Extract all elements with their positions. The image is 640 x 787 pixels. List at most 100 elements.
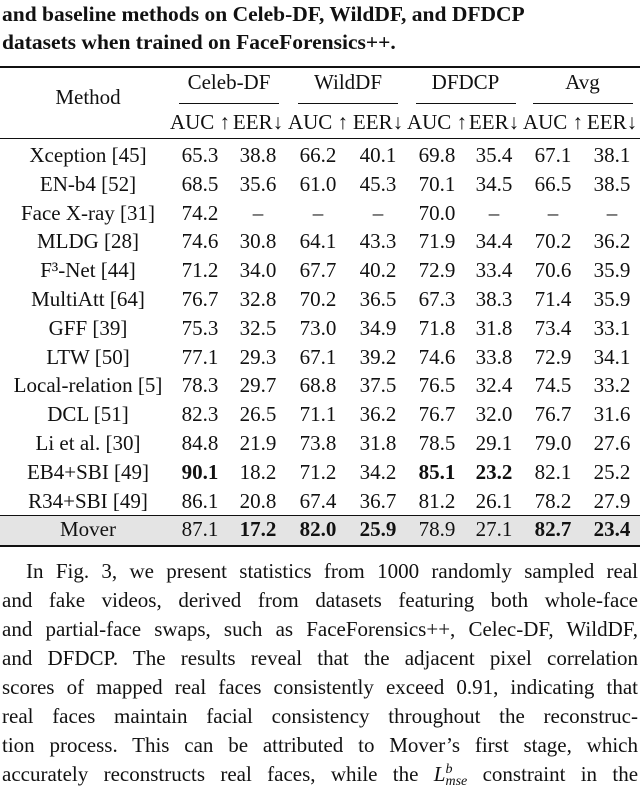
- value-cell: 73.4: [534, 315, 572, 340]
- value-cell: 38.3: [475, 287, 513, 311]
- value-cell: 26.5: [239, 402, 277, 427]
- method-cell: Face X-ray [31]: [20, 200, 156, 225]
- method-cell: R34+SBI [49]: [28, 488, 148, 513]
- value-cell: 69.8: [418, 143, 456, 167]
- method-cell: F³-Net [44]: [40, 258, 136, 283]
- value-cell: –: [312, 200, 324, 225]
- value-cell: 76.5: [418, 373, 456, 398]
- math-sub: mse: [445, 774, 468, 787]
- paragraph-line: real faces maintain facial consistency t…: [2, 704, 638, 728]
- value-cell: 45.3: [359, 171, 397, 196]
- method-cell: GFF [39]: [48, 315, 128, 340]
- value-cell: 37.5: [359, 373, 397, 398]
- value-cell: 27.9: [593, 488, 631, 513]
- value-cell: 78.2: [534, 488, 572, 513]
- value-cell: 35.9: [593, 287, 631, 311]
- metric-header: EER↓: [232, 110, 284, 134]
- metric-header: AUC ↑: [287, 110, 349, 134]
- value-cell: 34.9: [359, 315, 397, 340]
- paragraph-line: and DFDCP. The results reveal that the a…: [2, 646, 638, 670]
- metric-header: EER↓: [352, 110, 404, 134]
- value-cell: 78.9: [418, 517, 456, 542]
- value-cell: 18.2: [239, 459, 277, 484]
- value-cell: 72.9: [418, 258, 456, 283]
- value-cell: 79.0: [534, 431, 572, 455]
- value-cell: 73.0: [299, 315, 337, 340]
- value-cell: 85.1: [418, 459, 456, 484]
- value-cell: 70.0: [418, 200, 456, 225]
- paragraph-line: tion process. This can be attributed to …: [2, 733, 638, 757]
- value-cell: 32.4: [475, 373, 513, 398]
- value-cell: 81.2: [418, 488, 456, 513]
- mid-rule: [0, 515, 640, 517]
- bottom-rule: [0, 545, 640, 547]
- value-cell: 30.8: [239, 229, 277, 254]
- value-cell: 66.2: [299, 143, 337, 167]
- highlight-row: [0, 516, 640, 546]
- method-cell: LTW [50]: [46, 344, 130, 369]
- metric-header: AUC ↑: [169, 110, 231, 134]
- value-cell: 67.3: [418, 287, 456, 311]
- value-cell: 43.3: [359, 229, 397, 254]
- value-cell: 70.2: [299, 287, 337, 311]
- value-cell: –: [372, 200, 384, 225]
- value-cell: 74.6: [181, 229, 219, 254]
- value-cell: 31.6: [593, 402, 631, 427]
- value-cell: 76.7: [534, 402, 572, 427]
- math-sup: b: [445, 762, 453, 777]
- value-cell: 29.7: [239, 373, 277, 398]
- value-cell: 78.3: [181, 373, 219, 398]
- value-cell: 71.9: [418, 229, 456, 254]
- value-cell: 27.6: [593, 431, 631, 455]
- math-base: L: [433, 762, 446, 786]
- value-cell: 32.5: [239, 315, 277, 340]
- metric-header: EER↓: [468, 110, 520, 134]
- value-cell: 32.8: [239, 287, 277, 311]
- value-cell: 82.7: [534, 517, 572, 542]
- value-cell: 73.8: [299, 431, 337, 455]
- value-cell: 70.6: [534, 258, 572, 283]
- value-cell: 67.1: [534, 143, 572, 167]
- value-cell: –: [606, 200, 618, 225]
- value-cell: 34.4: [475, 229, 513, 254]
- value-cell: 67.1: [299, 344, 337, 369]
- value-cell: 71.2: [299, 459, 337, 484]
- paragraph-line: and fake videos, derived from datasets f…: [2, 588, 638, 612]
- value-cell: 21.9: [239, 431, 277, 455]
- value-cell: 33.4: [475, 258, 513, 283]
- value-cell: 25.9: [359, 517, 397, 542]
- method-cell: EB4+SBI [49]: [26, 459, 150, 484]
- paragraph-line: and partial-face swaps, such as FaceFore…: [2, 617, 638, 641]
- value-cell: 76.7: [418, 402, 456, 427]
- value-cell: 35.4: [475, 143, 513, 167]
- value-cell: 27.1: [475, 517, 513, 542]
- method-cell: MLDG [28]: [36, 229, 140, 254]
- math-scripts: b mse: [445, 762, 468, 787]
- value-cell: 82.1: [534, 459, 572, 484]
- value-cell: 25.2: [593, 459, 631, 484]
- value-cell: 31.8: [475, 315, 513, 340]
- caption-line: and baseline methods on Celeb-DF, WildDF…: [2, 2, 525, 26]
- value-cell: 38.8: [239, 143, 277, 167]
- value-cell: 36.7: [359, 488, 397, 513]
- value-cell: 76.7: [181, 287, 219, 311]
- value-cell: 40.1: [359, 143, 397, 167]
- value-cell: 75.3: [181, 315, 219, 340]
- group-rule: [415, 103, 516, 104]
- metric-header: AUC ↑: [522, 110, 584, 134]
- method-cell: EN-b4 [52]: [39, 171, 137, 196]
- value-cell: 36.2: [359, 402, 397, 427]
- value-cell: 34.5: [475, 171, 513, 196]
- value-cell: 68.5: [181, 171, 219, 196]
- value-cell: 68.8: [299, 373, 337, 398]
- method-cell: Local-relation [5]: [13, 373, 163, 398]
- header-rule: [0, 138, 640, 139]
- group-header: Celeb-DF: [187, 70, 271, 94]
- value-cell: 90.1: [181, 459, 219, 484]
- paragraph-line: In Fig. 3, we present statistics from 10…: [26, 559, 638, 583]
- value-cell: –: [488, 200, 500, 225]
- value-cell: 17.2: [239, 517, 277, 542]
- value-cell: 61.0: [299, 171, 337, 196]
- method-cell: Mover: [60, 517, 116, 542]
